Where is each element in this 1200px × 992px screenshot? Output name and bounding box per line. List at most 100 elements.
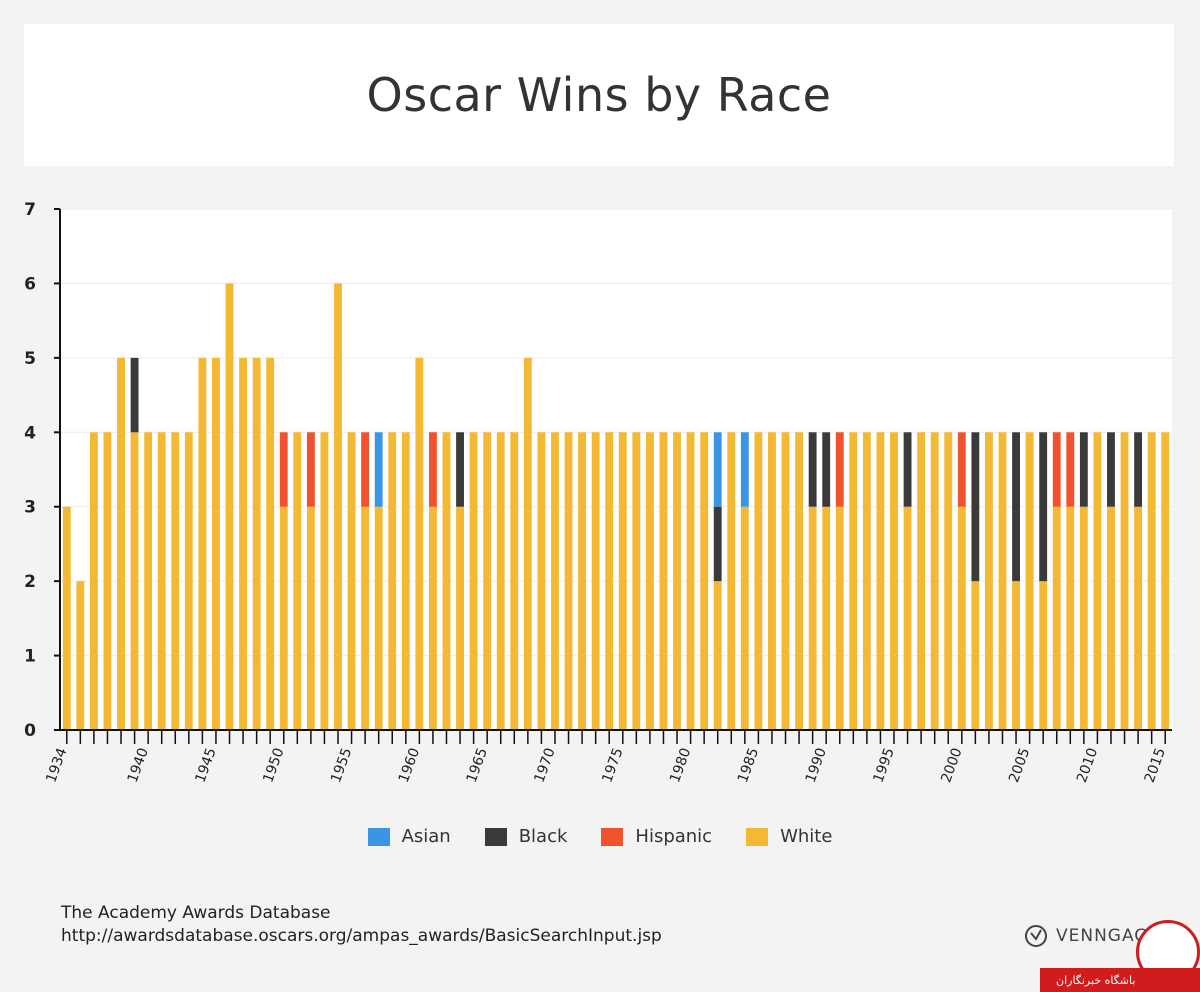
bar-hispanic-1956	[361, 432, 370, 507]
bar-white-1970	[551, 432, 559, 730]
bar-white-1940	[144, 432, 153, 730]
x-tick-label: 1985	[735, 746, 762, 785]
source-url[interactable]: http://awardsdatabase.oscars.org/ampas_a…	[61, 926, 662, 946]
bar-white-2010	[1093, 432, 1102, 730]
bar-white-1958	[388, 432, 397, 730]
bar-white-1952	[306, 506, 315, 730]
bar-black-2009	[1079, 432, 1088, 507]
bar-white-1966	[496, 432, 505, 730]
bar-white-1951	[293, 432, 302, 730]
watermark-text: باشگاه خبرنگاران	[1056, 973, 1136, 987]
bar-white-2013	[1134, 506, 1143, 730]
legend-label-hispanic: Hispanic	[635, 826, 713, 847]
bar-hispanic-1950	[279, 432, 288, 507]
venngage-logo-icon	[1025, 925, 1047, 947]
bar-white-1953	[320, 432, 329, 730]
bar-white-1982	[713, 581, 722, 730]
brand: VENNGAGE	[1024, 924, 1160, 948]
x-tick-label: 2000	[938, 746, 965, 785]
bar-white-2012	[1120, 432, 1129, 730]
watermark-bar: باشگاه خبرنگاران	[1040, 968, 1200, 992]
bar-white-1998	[930, 432, 939, 730]
bar-white-1994	[876, 432, 885, 730]
bar-white-1935	[76, 581, 85, 730]
y-tick-label: 0	[24, 721, 36, 741]
bar-black-1996	[903, 432, 912, 507]
bar-white-1988	[795, 432, 804, 730]
bar-asian-1984	[740, 432, 749, 507]
bar-white-1979	[673, 432, 681, 730]
bar-white-1990	[822, 506, 831, 730]
legend-item-white: White	[746, 826, 832, 847]
legend-swatch-hispanic	[601, 827, 624, 846]
bar-white-1934	[62, 506, 71, 730]
bar-white-1967	[510, 432, 519, 730]
bar-white-1969	[537, 432, 546, 730]
bar-hispanic-2008	[1066, 432, 1075, 507]
bar-asian-1982	[713, 432, 722, 507]
y-tick-label: 1	[24, 647, 36, 667]
bar-white-1938	[117, 357, 125, 730]
bar-black-2011	[1107, 432, 1115, 507]
bar-black-2013	[1134, 432, 1143, 507]
chart-area: 0 1 2 3 4 5 6 7 1934 1940 1945 1950 1955 1960 1965 1970…	[24, 200, 1172, 785]
x-tick-label: 2010	[1074, 746, 1101, 785]
bar-asian-1957	[374, 432, 383, 507]
legend-item-hispanic: Hispanic	[601, 826, 712, 847]
bar-white-2006	[1039, 581, 1048, 730]
x-tick-label: 1945	[192, 746, 219, 785]
bar-white-1996	[903, 506, 912, 730]
legend-swatch-white	[746, 827, 769, 846]
bar-white-1961	[428, 506, 437, 730]
bar-white-1963	[456, 506, 464, 730]
bar-black-2006	[1039, 432, 1048, 582]
legend: Asian Black Hispanic White	[0, 826, 1200, 847]
bar-black-1990	[822, 432, 831, 507]
chart-title: Oscar Wins by Race	[366, 68, 832, 122]
x-tick-label: 1934	[43, 746, 70, 785]
bar-white-1943	[184, 432, 193, 730]
bar-white-2000	[957, 506, 966, 730]
bar-white-1946	[225, 283, 234, 730]
legend-item-black: Black	[484, 826, 567, 847]
bar-white-1993	[862, 432, 871, 730]
bar-hispanic-1952	[306, 432, 315, 507]
bar-hispanic-1961	[428, 432, 437, 507]
x-tick-label: 1950	[260, 746, 287, 785]
bar-white-1980	[686, 432, 695, 730]
bar-white-1937	[103, 432, 112, 730]
title-card: Oscar Wins by Race	[24, 24, 1174, 166]
y-tick-label: 6	[24, 274, 36, 294]
bar-white-1957	[374, 506, 383, 730]
y-tick-label: 7	[24, 200, 36, 220]
bar-white-1978	[659, 432, 668, 730]
bar-white-2005	[1025, 432, 1034, 730]
bar-white-1977	[645, 432, 654, 730]
bar-white-1960	[415, 357, 424, 730]
bar-white-1973	[591, 432, 600, 730]
bar-black-1989	[808, 432, 817, 507]
bar-white-1981	[700, 432, 709, 730]
bar-white-2014	[1147, 432, 1156, 730]
bar-white-1941	[157, 432, 166, 730]
bar-white-2008	[1066, 506, 1075, 730]
bar-white-1947	[239, 357, 248, 730]
y-tick-label: 5	[24, 349, 36, 369]
x-tick-label: 2005	[1006, 746, 1033, 785]
bar-white-1956	[361, 506, 370, 730]
source-note: The Academy Awards Database http://award…	[61, 902, 662, 948]
bar-white-1944	[198, 357, 207, 730]
bar-white-1949	[266, 357, 275, 730]
bar-white-1999	[944, 432, 953, 730]
bar-white-2002	[984, 432, 993, 730]
x-tick-label: 2015	[1142, 746, 1169, 785]
legend-label-asian: Asian	[401, 826, 451, 847]
x-tick-label: 1955	[328, 746, 355, 785]
bar-white-1965	[483, 432, 492, 730]
x-tick-label: 1995	[871, 746, 898, 785]
bar-white-1948	[252, 357, 261, 730]
bar-hispanic-2007	[1052, 432, 1061, 507]
bar-white-1964	[469, 432, 478, 730]
bar-white-2004	[1012, 581, 1020, 730]
bar-white-1974	[605, 432, 614, 730]
